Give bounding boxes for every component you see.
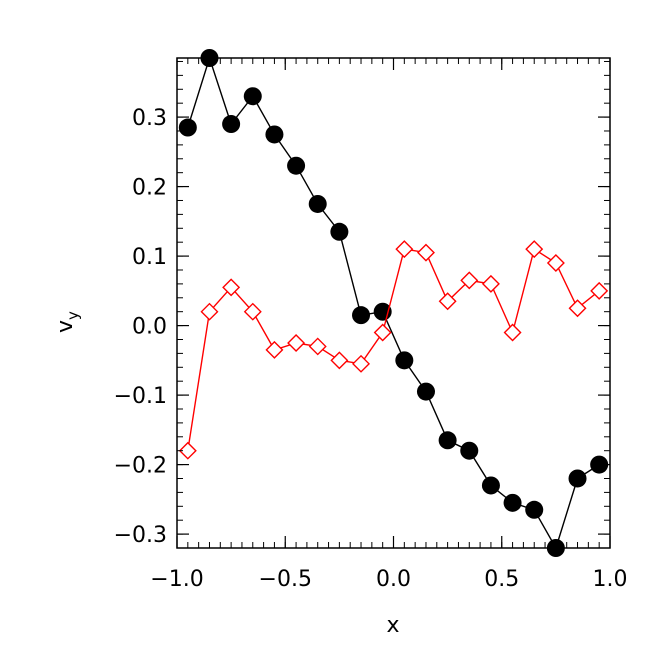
axis-layer: −1.0 −0.5 0.0 0.5 1.0 −0.3 −0.2 −0.1 0.0 0.1 0.2 0.… xyxy=(114,57,628,592)
series-line-1 xyxy=(187,55,600,550)
y-tick-label: 0.0 xyxy=(132,315,167,340)
x-tick-label: 0.0 xyxy=(376,567,411,592)
data-point-series-2 xyxy=(243,302,262,321)
data-point-series-2 xyxy=(222,278,241,297)
data-point-series-2 xyxy=(395,240,414,259)
y-tick-label: −0.3 xyxy=(114,523,167,548)
data-point-series-1 xyxy=(308,194,327,213)
data-point-series-2 xyxy=(438,292,457,311)
data-point-series-2 xyxy=(287,333,306,352)
plot-layer xyxy=(178,49,609,557)
data-point-series-1 xyxy=(287,156,306,175)
x-tick-label: 0.5 xyxy=(484,567,519,592)
data-point-series-1 xyxy=(373,302,392,321)
data-point-series-2 xyxy=(568,299,587,318)
data-point-series-1 xyxy=(460,441,479,460)
x-tick-label: −1.0 xyxy=(150,567,203,592)
data-point-series-2 xyxy=(460,271,479,290)
y-axis-label: vy xyxy=(53,311,82,333)
data-point-series-1 xyxy=(352,306,371,325)
plot-frame xyxy=(176,57,611,549)
data-point-series-2 xyxy=(373,323,392,342)
y-tick-label: 0.1 xyxy=(132,245,167,270)
data-point-series-1 xyxy=(503,493,522,512)
y-tick-label: 0.3 xyxy=(132,106,167,131)
x-tick-label: −0.5 xyxy=(259,567,312,592)
data-point-series-1 xyxy=(395,351,414,370)
series-line-2 xyxy=(187,247,600,451)
y-tick-label: −0.2 xyxy=(114,454,167,479)
data-point-series-2 xyxy=(503,323,522,342)
x-tick-label: 1.0 xyxy=(593,567,628,592)
data-point-series-1 xyxy=(438,431,457,450)
data-point-series-2 xyxy=(525,240,544,259)
data-point-series-1 xyxy=(330,222,349,241)
data-point-series-1 xyxy=(568,469,587,488)
data-point-series-1 xyxy=(178,118,197,137)
x-axis-label: x xyxy=(386,613,399,638)
data-point-series-1 xyxy=(525,500,544,519)
y-tick-label: 0.2 xyxy=(132,176,167,201)
data-point-series-2 xyxy=(330,351,349,370)
data-point-series-2 xyxy=(200,302,219,321)
data-point-series-2 xyxy=(265,340,284,359)
y-axis-label-subscript: y xyxy=(64,311,82,320)
y-axis-label-main: v xyxy=(53,320,78,333)
data-point-series-2 xyxy=(590,281,609,300)
data-point-series-1 xyxy=(481,476,500,495)
data-point-series-2 xyxy=(308,337,327,356)
data-point-series-2 xyxy=(546,254,565,273)
data-point-series-2 xyxy=(352,354,371,373)
data-point-series-1 xyxy=(416,382,435,401)
data-point-series-1 xyxy=(243,87,262,106)
y-tick-label: −0.1 xyxy=(114,384,167,409)
data-point-series-1 xyxy=(222,115,241,134)
data-point-series-1 xyxy=(265,125,284,144)
data-point-series-2 xyxy=(416,243,435,262)
data-point-series-2 xyxy=(178,441,197,460)
data-point-series-2 xyxy=(481,274,500,293)
